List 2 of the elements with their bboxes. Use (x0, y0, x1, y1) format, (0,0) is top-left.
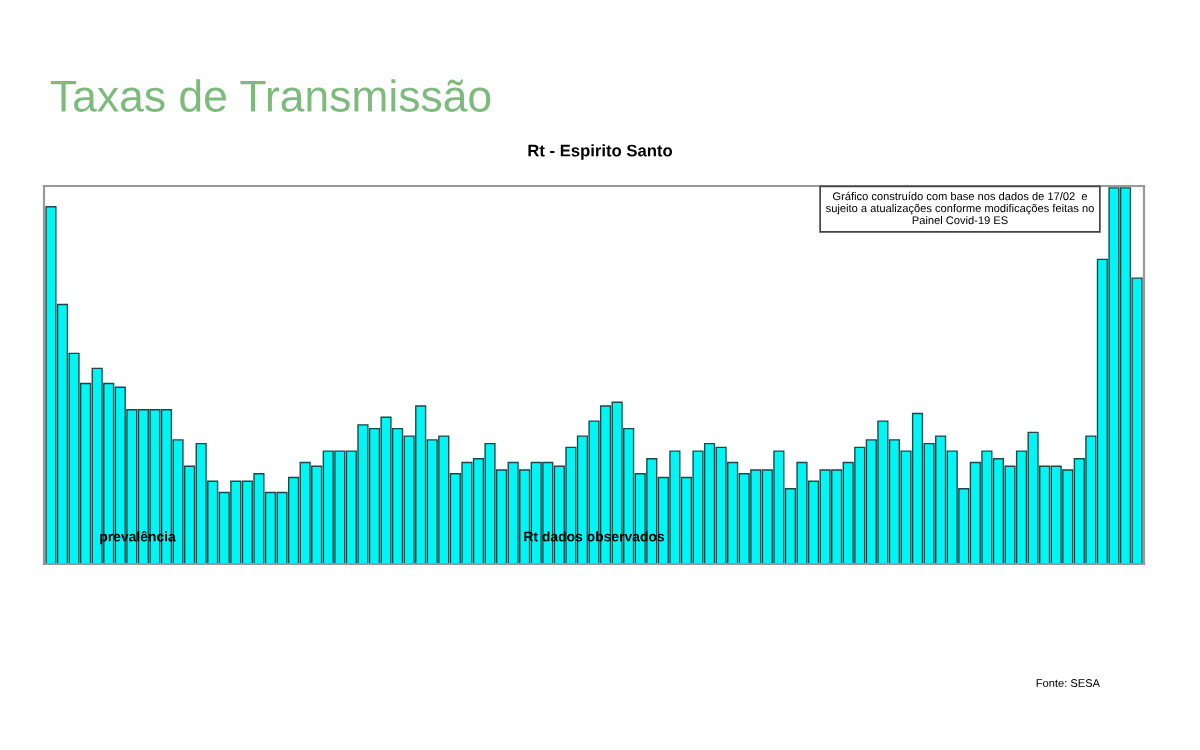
chart-title: Taxas de Transmissão (51, 79, 491, 112)
chart-subtitle: Rt - Espirito Santo (528, 144, 673, 160)
